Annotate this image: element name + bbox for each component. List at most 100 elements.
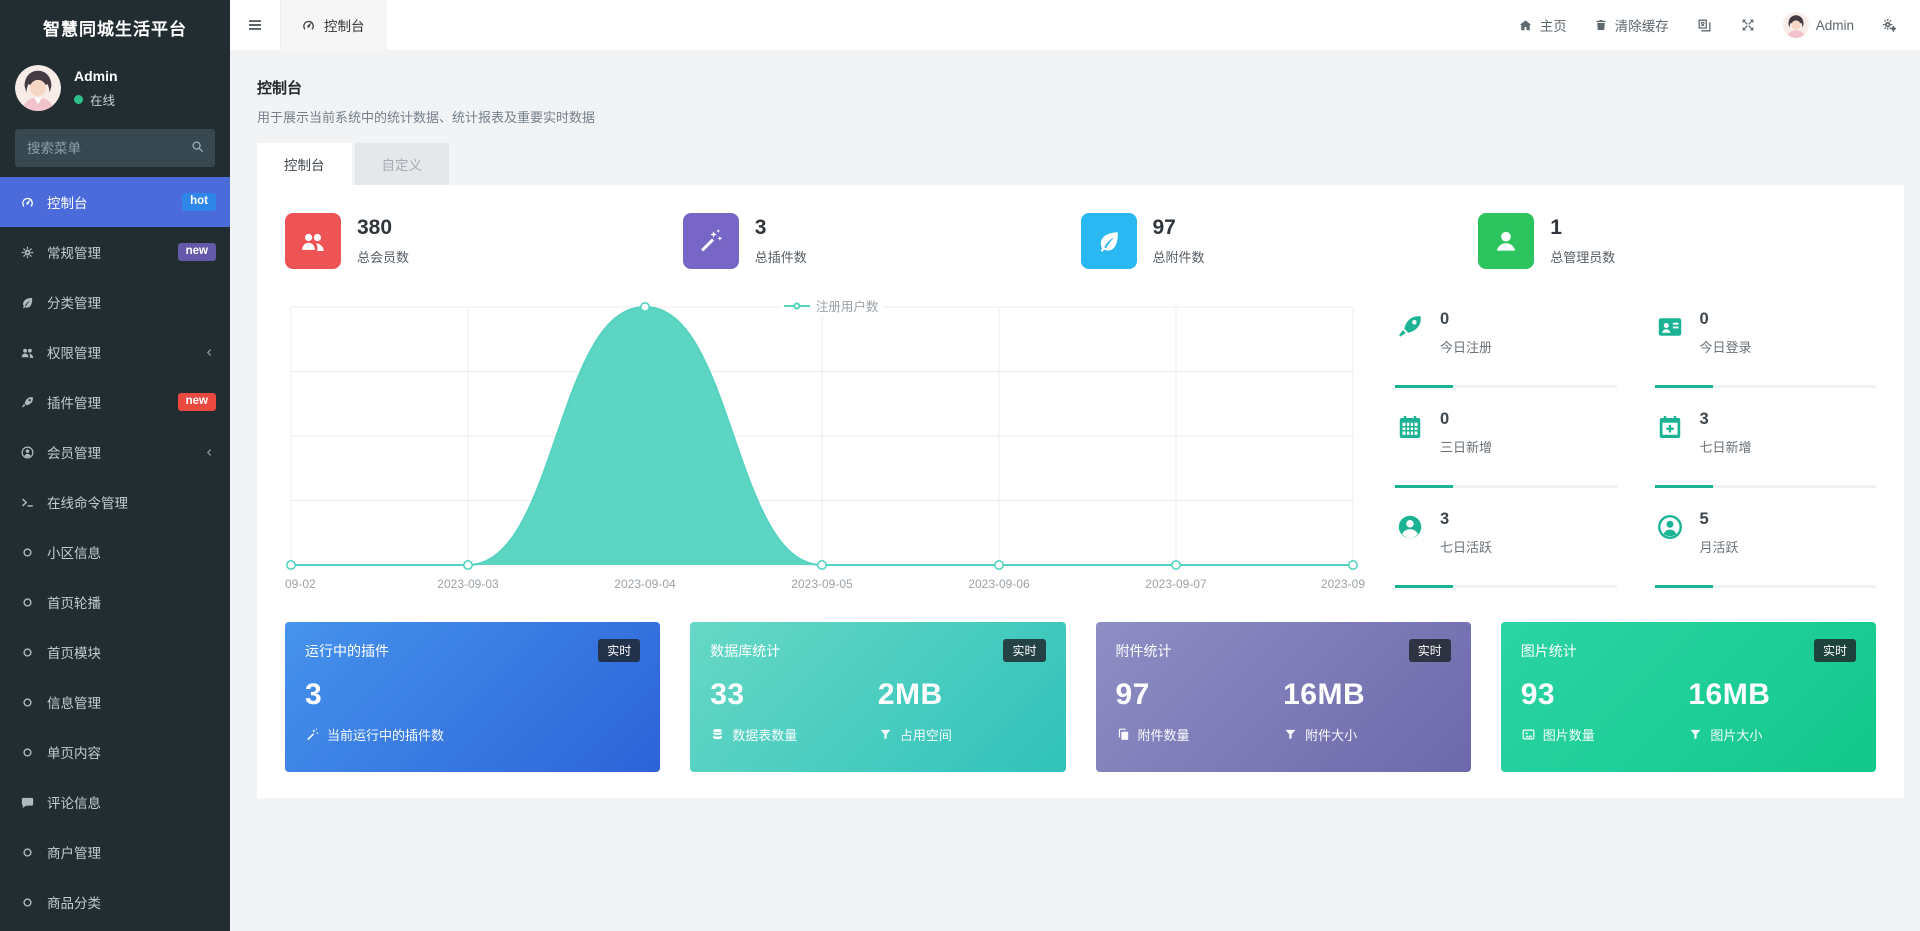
home-link[interactable]: 主页 xyxy=(1518,15,1567,35)
tab-custom[interactable]: 自定义 xyxy=(354,143,449,185)
sidebar-item-label: 评论信息 xyxy=(47,796,101,811)
user-menu[interactable]: Admin xyxy=(1782,12,1854,38)
stat-value: 380 xyxy=(357,215,393,239)
sidebar-item-权限管理[interactable]: 权限管理 xyxy=(0,327,230,377)
terminal-icon xyxy=(17,495,37,510)
card-metric-label: 附件大小 xyxy=(1283,725,1451,744)
topbar-user-name: Admin xyxy=(1815,17,1854,33)
mini-stats-grid: 0 今日注册 0 今日登录 0 三日新增 3 七日新增 3 七日活跃 5 月活跃 xyxy=(1395,295,1876,595)
sidebar-item-label: 小区信息 xyxy=(47,546,101,561)
sidebar-item-控制台[interactable]: 控制台 hot xyxy=(0,177,230,227)
sidebar-item-在线命令管理[interactable]: 在线命令管理 xyxy=(0,477,230,527)
sidebar-item-商品分类[interactable]: 商品分类 xyxy=(0,877,230,927)
mini-stat-今日登录: 0 今日登录 xyxy=(1654,295,1876,395)
user-name: Admin xyxy=(74,67,118,84)
sidebar-item-商户管理[interactable]: 商户管理 xyxy=(0,827,230,877)
realtime-badge: 实时 xyxy=(1003,639,1046,662)
sidebar-item-首页模块[interactable]: 首页模块 xyxy=(0,627,230,677)
sidebar-item-label: 信息管理 xyxy=(47,696,101,711)
card-title: 图片统计 xyxy=(1520,642,1577,659)
chart-legend[interactable]: 注册用户数 xyxy=(779,295,883,316)
x-axis-label: 2023-09-05 xyxy=(791,577,853,591)
mini-stat-underline xyxy=(1395,385,1617,388)
users-icon xyxy=(17,345,37,360)
realtime-card-运行中的插件: 运行中的插件 实时 3 当前运行中的插件数 xyxy=(285,622,661,772)
mini-stat-value: 0 xyxy=(1440,410,1450,428)
home-icon xyxy=(1518,18,1533,33)
card-title: 附件统计 xyxy=(1115,642,1172,659)
filter-icon xyxy=(1283,727,1298,742)
sidebar-menu: 控制台 hot 常规管理 new 分类管理 权限管理插件管理 new 会员管理在线命令管理 小区… xyxy=(0,177,230,927)
mini-stat-underline xyxy=(1654,485,1876,488)
realtime-card-图片统计: 图片统计 实时 93 16MB 图片数量 图片大小 xyxy=(1500,622,1876,772)
brand-title: 智慧同城生活平台 xyxy=(43,20,187,39)
sidebar-item-插件管理[interactable]: 插件管理 new xyxy=(0,377,230,427)
sidebar-item-label: 商户管理 xyxy=(47,846,101,861)
mini-stat-七日活跃: 3 七日活跃 xyxy=(1395,495,1617,595)
mini-stat-underline xyxy=(1395,485,1617,488)
mini-stat-value: 5 xyxy=(1699,510,1709,528)
sidebar-item-label: 控制台 xyxy=(47,196,88,211)
status-dot-icon xyxy=(74,94,83,104)
mini-stat-underline xyxy=(1395,585,1617,588)
search-icon[interactable] xyxy=(190,139,205,154)
mini-stat-三日新增: 0 三日新增 xyxy=(1395,395,1617,495)
topbar-tab-dashboard[interactable]: 控制台 xyxy=(280,0,386,51)
x-axis-label: 2023-09-06 xyxy=(968,577,1030,591)
chevron-left-icon xyxy=(203,346,216,359)
sidebar-item-label: 在线命令管理 xyxy=(47,496,128,511)
mini-stat-今日注册: 0 今日注册 xyxy=(1395,295,1617,395)
sidebar-item-信息管理[interactable]: 信息管理 xyxy=(0,677,230,727)
mini-stat-underline xyxy=(1654,585,1876,588)
stat-总会员数: 380 总会员数 xyxy=(285,213,683,269)
language-button[interactable] xyxy=(1696,17,1713,34)
stat-总插件数: 3 总插件数 xyxy=(682,213,1081,269)
tab-dashboard[interactable]: 控制台 xyxy=(257,143,352,185)
mini-stat-value: 3 xyxy=(1440,510,1450,528)
sidebar: 智慧同城生活平台 Admin 在线 控制台 hot 常规管理 new 分类管理权限管理插… xyxy=(0,0,230,931)
area-series xyxy=(291,307,1353,565)
mini-stat-label: 今日注册 xyxy=(1440,339,1493,355)
chart-canvas: 09-02 2023-09-03 2023-09-04 2023-09-05 2023-… xyxy=(285,302,1365,591)
clear-cache-button[interactable]: 清除缓存 xyxy=(1594,15,1669,35)
stat-value: 3 xyxy=(754,215,767,239)
sidebar-item-label: 会员管理 xyxy=(47,446,101,461)
fullscreen-button[interactable] xyxy=(1740,17,1756,33)
card-metric-label: 数据表数量 xyxy=(710,725,878,744)
trash-icon xyxy=(1594,18,1608,32)
stat-value: 1 xyxy=(1550,215,1562,239)
leaf-icon xyxy=(17,295,37,310)
sidebar-item-分类管理[interactable]: 分类管理 xyxy=(0,277,230,327)
card-value: 3 xyxy=(305,678,323,711)
mini-stat-underline xyxy=(1654,385,1876,388)
gear-icon xyxy=(17,245,37,260)
sidebar-item-label: 插件管理 xyxy=(47,396,101,411)
badge-hot: hot xyxy=(182,193,216,211)
sidebar-item-单页内容[interactable]: 单页内容 xyxy=(0,727,230,777)
avatar xyxy=(15,65,61,111)
registered-users-chart: 注册用户数 09-02 2023-09-03 2023-09-04 2023-09-0… xyxy=(285,295,1365,598)
sidebar-toggle-button[interactable] xyxy=(230,0,280,51)
card-metric-label: 图片大小 xyxy=(1688,725,1856,744)
sidebar-item-会员管理[interactable]: 会员管理 xyxy=(0,427,230,477)
legend-label: 注册用户数 xyxy=(815,300,879,314)
line-series xyxy=(291,305,1353,566)
sidebar-item-label: 首页轮播 xyxy=(47,596,101,611)
sidebar-item-常规管理[interactable]: 常规管理 new xyxy=(0,227,230,277)
stat-总附件数: 97 总附件数 xyxy=(1080,213,1479,269)
sidebar-item-小区信息[interactable]: 小区信息 xyxy=(0,527,230,577)
comment-icon xyxy=(17,795,37,810)
mini-stat-label: 三日新增 xyxy=(1440,439,1493,455)
topbar: 控制台 主页 清除缓存 Admin xyxy=(230,0,1920,51)
card-value: 2MB xyxy=(877,678,943,711)
home-label: 主页 xyxy=(1539,19,1567,34)
mini-stat-label: 七日活跃 xyxy=(1440,539,1493,555)
badge-new: new xyxy=(177,393,216,411)
card-metric-label: 占用空间 xyxy=(878,725,1046,744)
settings-button[interactable] xyxy=(1881,17,1898,34)
card-value: 33 xyxy=(710,678,745,711)
topbar-avatar xyxy=(1782,12,1809,38)
menu-search-input[interactable] xyxy=(15,129,215,167)
sidebar-item-评论信息[interactable]: 评论信息 xyxy=(0,777,230,827)
sidebar-item-首页轮播[interactable]: 首页轮播 xyxy=(0,577,230,627)
